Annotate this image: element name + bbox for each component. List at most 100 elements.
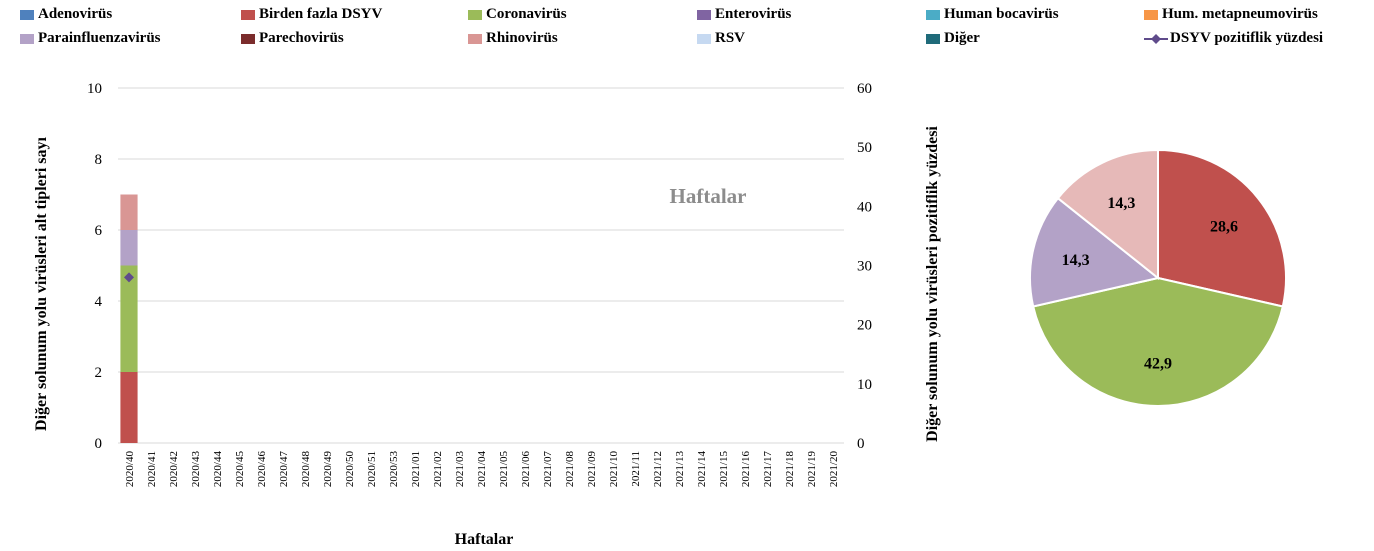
legend-item: Adenovirüs bbox=[20, 6, 112, 23]
x-tick-label: 2021/16 bbox=[740, 451, 752, 488]
legend-label: Rhinovirüs bbox=[486, 30, 558, 46]
legend-label: Human bocavirüs bbox=[944, 6, 1059, 22]
line-point-marker bbox=[124, 272, 134, 283]
x-tick-label: 2021/20 bbox=[828, 451, 840, 488]
y-tick-label: 10 bbox=[87, 81, 102, 97]
pie-slice-label: 14,3 bbox=[1062, 252, 1090, 269]
y-axis-title: Diğer solunum yolu virüsleri alt tipleri… bbox=[33, 136, 50, 430]
x-tick-label: 2020/41 bbox=[146, 451, 158, 487]
pie-slice bbox=[1056, 148, 1159, 281]
legend-item: Enterovirüs bbox=[697, 6, 791, 23]
x-tick-label: 2021/06 bbox=[520, 451, 532, 488]
x-tick-label: 2020/49 bbox=[322, 451, 334, 488]
pie-slice-label: 28,6 bbox=[1210, 218, 1238, 235]
x-tick-label: 2020/45 bbox=[234, 451, 246, 488]
bar-segment bbox=[120, 230, 138, 266]
legend-label: Coronavirüs bbox=[486, 6, 567, 22]
x-tick-label: 2020/48 bbox=[300, 451, 312, 488]
x-tick-label: 2021/04 bbox=[476, 451, 488, 488]
pie-chart: 28,6 42,9 14,3 14,3 bbox=[1029, 148, 1287, 407]
x-tick-label: 2021/10 bbox=[608, 451, 620, 488]
x-tick-label: 2021/07 bbox=[542, 451, 554, 488]
legend-item: Birden fazla DSYV bbox=[241, 6, 382, 23]
legend-swatch bbox=[468, 9, 482, 20]
x-tick-label: 2020/44 bbox=[212, 451, 224, 488]
x-tick-label: 2021/08 bbox=[564, 451, 576, 488]
x-tick-label: 2020/43 bbox=[190, 451, 202, 488]
legend-label: Adenovirüs bbox=[38, 6, 113, 22]
y-tick-label: 0 bbox=[95, 436, 103, 452]
x-tick-label: 2021/18 bbox=[784, 451, 796, 488]
legend-item: Rhinovirüs bbox=[468, 30, 558, 47]
x-tick-label: 2021/03 bbox=[454, 451, 466, 488]
x-tick-label: 2021/11 bbox=[630, 451, 642, 487]
legend-swatch bbox=[468, 33, 482, 44]
legend-item: Parainfluenzavirüs bbox=[20, 30, 161, 47]
bar-segment bbox=[120, 265, 138, 372]
legend-item: Hum. metapneumovirüs bbox=[1144, 6, 1318, 23]
legend-swatch bbox=[20, 9, 34, 20]
x-axis-title: Haftalar bbox=[455, 531, 514, 548]
pie-slice bbox=[1029, 196, 1161, 308]
y2-tick-label: 60 bbox=[857, 81, 872, 97]
legend-swatch bbox=[926, 33, 940, 44]
legend-swatch bbox=[697, 33, 711, 44]
pie-slice bbox=[1157, 148, 1287, 308]
legend-item: Diğer bbox=[926, 30, 980, 47]
x-tick-label: 2021/15 bbox=[718, 451, 730, 488]
legend-swatch bbox=[1144, 9, 1158, 20]
y-tick-label: 2 bbox=[95, 365, 103, 381]
x-tick-label: 2021/01 bbox=[410, 451, 422, 487]
x-tick-label: 2020/53 bbox=[388, 451, 400, 488]
y2-tick-label: 20 bbox=[857, 318, 872, 334]
legend-label: Diğer bbox=[944, 30, 980, 46]
legend-label: Enterovirüs bbox=[715, 6, 792, 22]
y2-tick-label: 50 bbox=[857, 140, 872, 156]
bar-segment bbox=[120, 372, 138, 443]
legend-label: Parainfluenzavirüs bbox=[38, 30, 161, 46]
y2-tick-label: 30 bbox=[857, 259, 872, 275]
legend-item: RSV bbox=[697, 30, 745, 47]
chart-inner-label: Haftalar bbox=[670, 184, 747, 208]
y-tick-label: 8 bbox=[95, 152, 103, 168]
legend-label: Parechovirüs bbox=[259, 30, 344, 46]
legend-label: Hum. metapneumovirüs bbox=[1162, 6, 1318, 22]
x-tick-label: 2021/17 bbox=[762, 451, 774, 488]
legend-item: Human bocavirüs bbox=[926, 6, 1059, 23]
x-tick-label: 2020/40 bbox=[124, 451, 136, 488]
x-tick-label: 2021/14 bbox=[696, 451, 708, 488]
x-tick-label: 2021/13 bbox=[674, 451, 686, 488]
legend-item: DSYV pozitiflik yüzdesi bbox=[1144, 30, 1323, 47]
x-tick-label: 2020/42 bbox=[168, 451, 180, 487]
legend-label: DSYV pozitiflik yüzdesi bbox=[1170, 30, 1324, 46]
legend-swatch bbox=[697, 9, 711, 20]
bar-chart: 0 2 4 6 8 10 0 10 20 30 40 50 60 2020/40 2020/41 2020/4… bbox=[33, 81, 941, 548]
legend-label: Birden fazla DSYV bbox=[259, 6, 383, 22]
pie-slice-label: 14,3 bbox=[1107, 195, 1135, 212]
legend-swatch bbox=[241, 9, 255, 20]
legend-label: RSV bbox=[715, 30, 746, 46]
x-tick-label: 2020/47 bbox=[278, 451, 290, 488]
legend-item: Coronavirüs bbox=[468, 6, 567, 23]
y2-axis-title: Diğer solunum yolu virüsleri pozitiflik … bbox=[924, 126, 941, 442]
y-tick-label: 4 bbox=[95, 294, 103, 310]
legend-item: Parechovirüs bbox=[241, 30, 344, 47]
y2-tick-label: 0 bbox=[857, 436, 865, 452]
y2-tick-label: 40 bbox=[857, 199, 872, 215]
y2-tick-label: 10 bbox=[857, 377, 872, 393]
x-tick-label: 2021/12 bbox=[652, 451, 664, 487]
legend-swatch bbox=[241, 33, 255, 44]
x-tick-label: 2021/02 bbox=[432, 451, 444, 487]
bar-segment bbox=[120, 194, 138, 230]
pie-slice-label: 42,9 bbox=[1144, 355, 1172, 372]
x-tick-label: 2021/09 bbox=[586, 451, 598, 488]
legend-swatch bbox=[926, 9, 940, 20]
y-tick-label: 6 bbox=[95, 223, 103, 239]
legend-swatch bbox=[20, 33, 34, 44]
x-tick-label: 2020/50 bbox=[344, 451, 356, 488]
chart-legend: Adenovirüs Birden fazla DSYV Coronavirüs En… bbox=[0, 6, 1374, 50]
x-tick-label: 2020/51 bbox=[366, 451, 378, 487]
x-tick-label: 2020/46 bbox=[256, 451, 268, 488]
pie-slice bbox=[1032, 276, 1284, 407]
x-tick-label: 2021/05 bbox=[498, 451, 510, 488]
